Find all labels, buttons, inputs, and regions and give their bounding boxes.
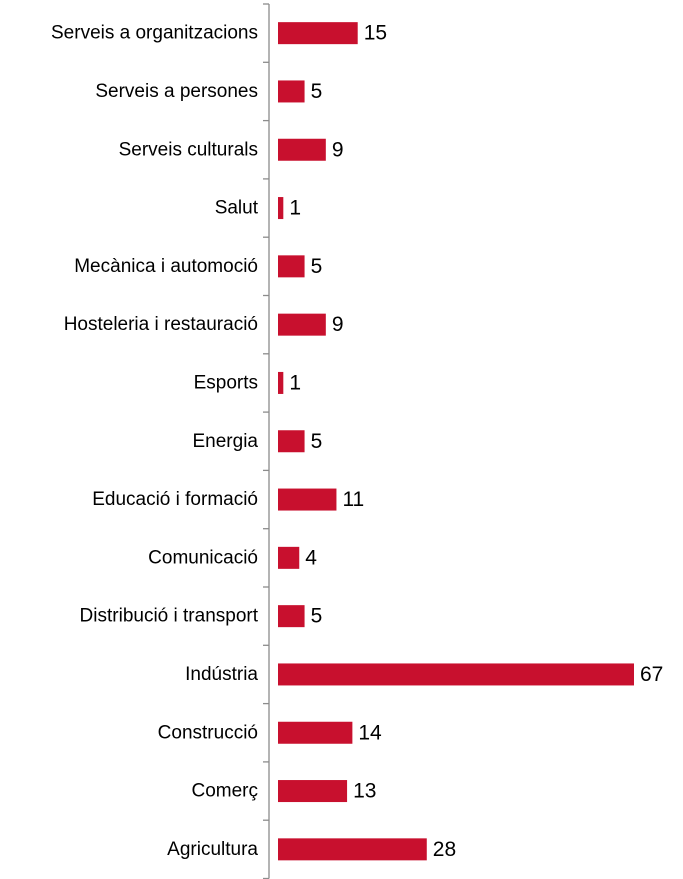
category-label: Indústria xyxy=(185,664,258,685)
category-label: Comunicació xyxy=(148,547,258,568)
category-label: Construcció xyxy=(158,722,258,743)
bar xyxy=(278,80,305,103)
category-label: Agricultura xyxy=(167,839,258,860)
category-label: Mecànica i automoció xyxy=(74,256,258,277)
category-label: Energia xyxy=(193,431,259,452)
data-label: 67 xyxy=(640,663,663,686)
bar xyxy=(278,371,284,394)
data-label: 9 xyxy=(332,138,344,161)
data-label: 11 xyxy=(342,488,364,511)
bar xyxy=(278,721,353,744)
category-label: Serveis a persones xyxy=(95,81,258,102)
category-label: Salut xyxy=(215,198,259,219)
bars-layer xyxy=(278,22,634,861)
bar xyxy=(278,138,326,161)
bar xyxy=(278,605,305,628)
data-label: 5 xyxy=(311,80,323,103)
category-axis xyxy=(263,3,270,879)
bar xyxy=(278,546,300,569)
bar xyxy=(278,780,348,803)
bar xyxy=(278,197,284,220)
category-label: Distribució i transport xyxy=(80,606,259,627)
category-label: Comerç xyxy=(191,781,258,802)
category-label: Esports xyxy=(194,372,258,393)
data-label: 13 xyxy=(353,780,376,803)
data-label: 9 xyxy=(332,313,344,336)
category-label: Serveis a organitzacions xyxy=(51,23,258,44)
category-label: Educació i formació xyxy=(92,489,258,510)
data-label: 4 xyxy=(305,546,317,569)
bar xyxy=(278,255,305,278)
data-label: 5 xyxy=(311,255,323,278)
bar xyxy=(278,313,326,336)
bar xyxy=(278,430,305,453)
data-label: 1 xyxy=(289,197,301,220)
data-label: 5 xyxy=(311,605,323,628)
data-label: 14 xyxy=(358,721,382,744)
data-label: 1 xyxy=(289,371,301,394)
bar xyxy=(278,663,634,686)
bar xyxy=(278,488,337,511)
category-label: Serveis culturals xyxy=(119,139,258,160)
bar xyxy=(278,838,427,861)
data-label: 15 xyxy=(364,22,387,45)
category-label: Hosteleria i restauració xyxy=(64,314,258,335)
bar xyxy=(278,22,358,45)
data-label: 28 xyxy=(433,838,456,861)
data-label: 5 xyxy=(311,430,323,453)
